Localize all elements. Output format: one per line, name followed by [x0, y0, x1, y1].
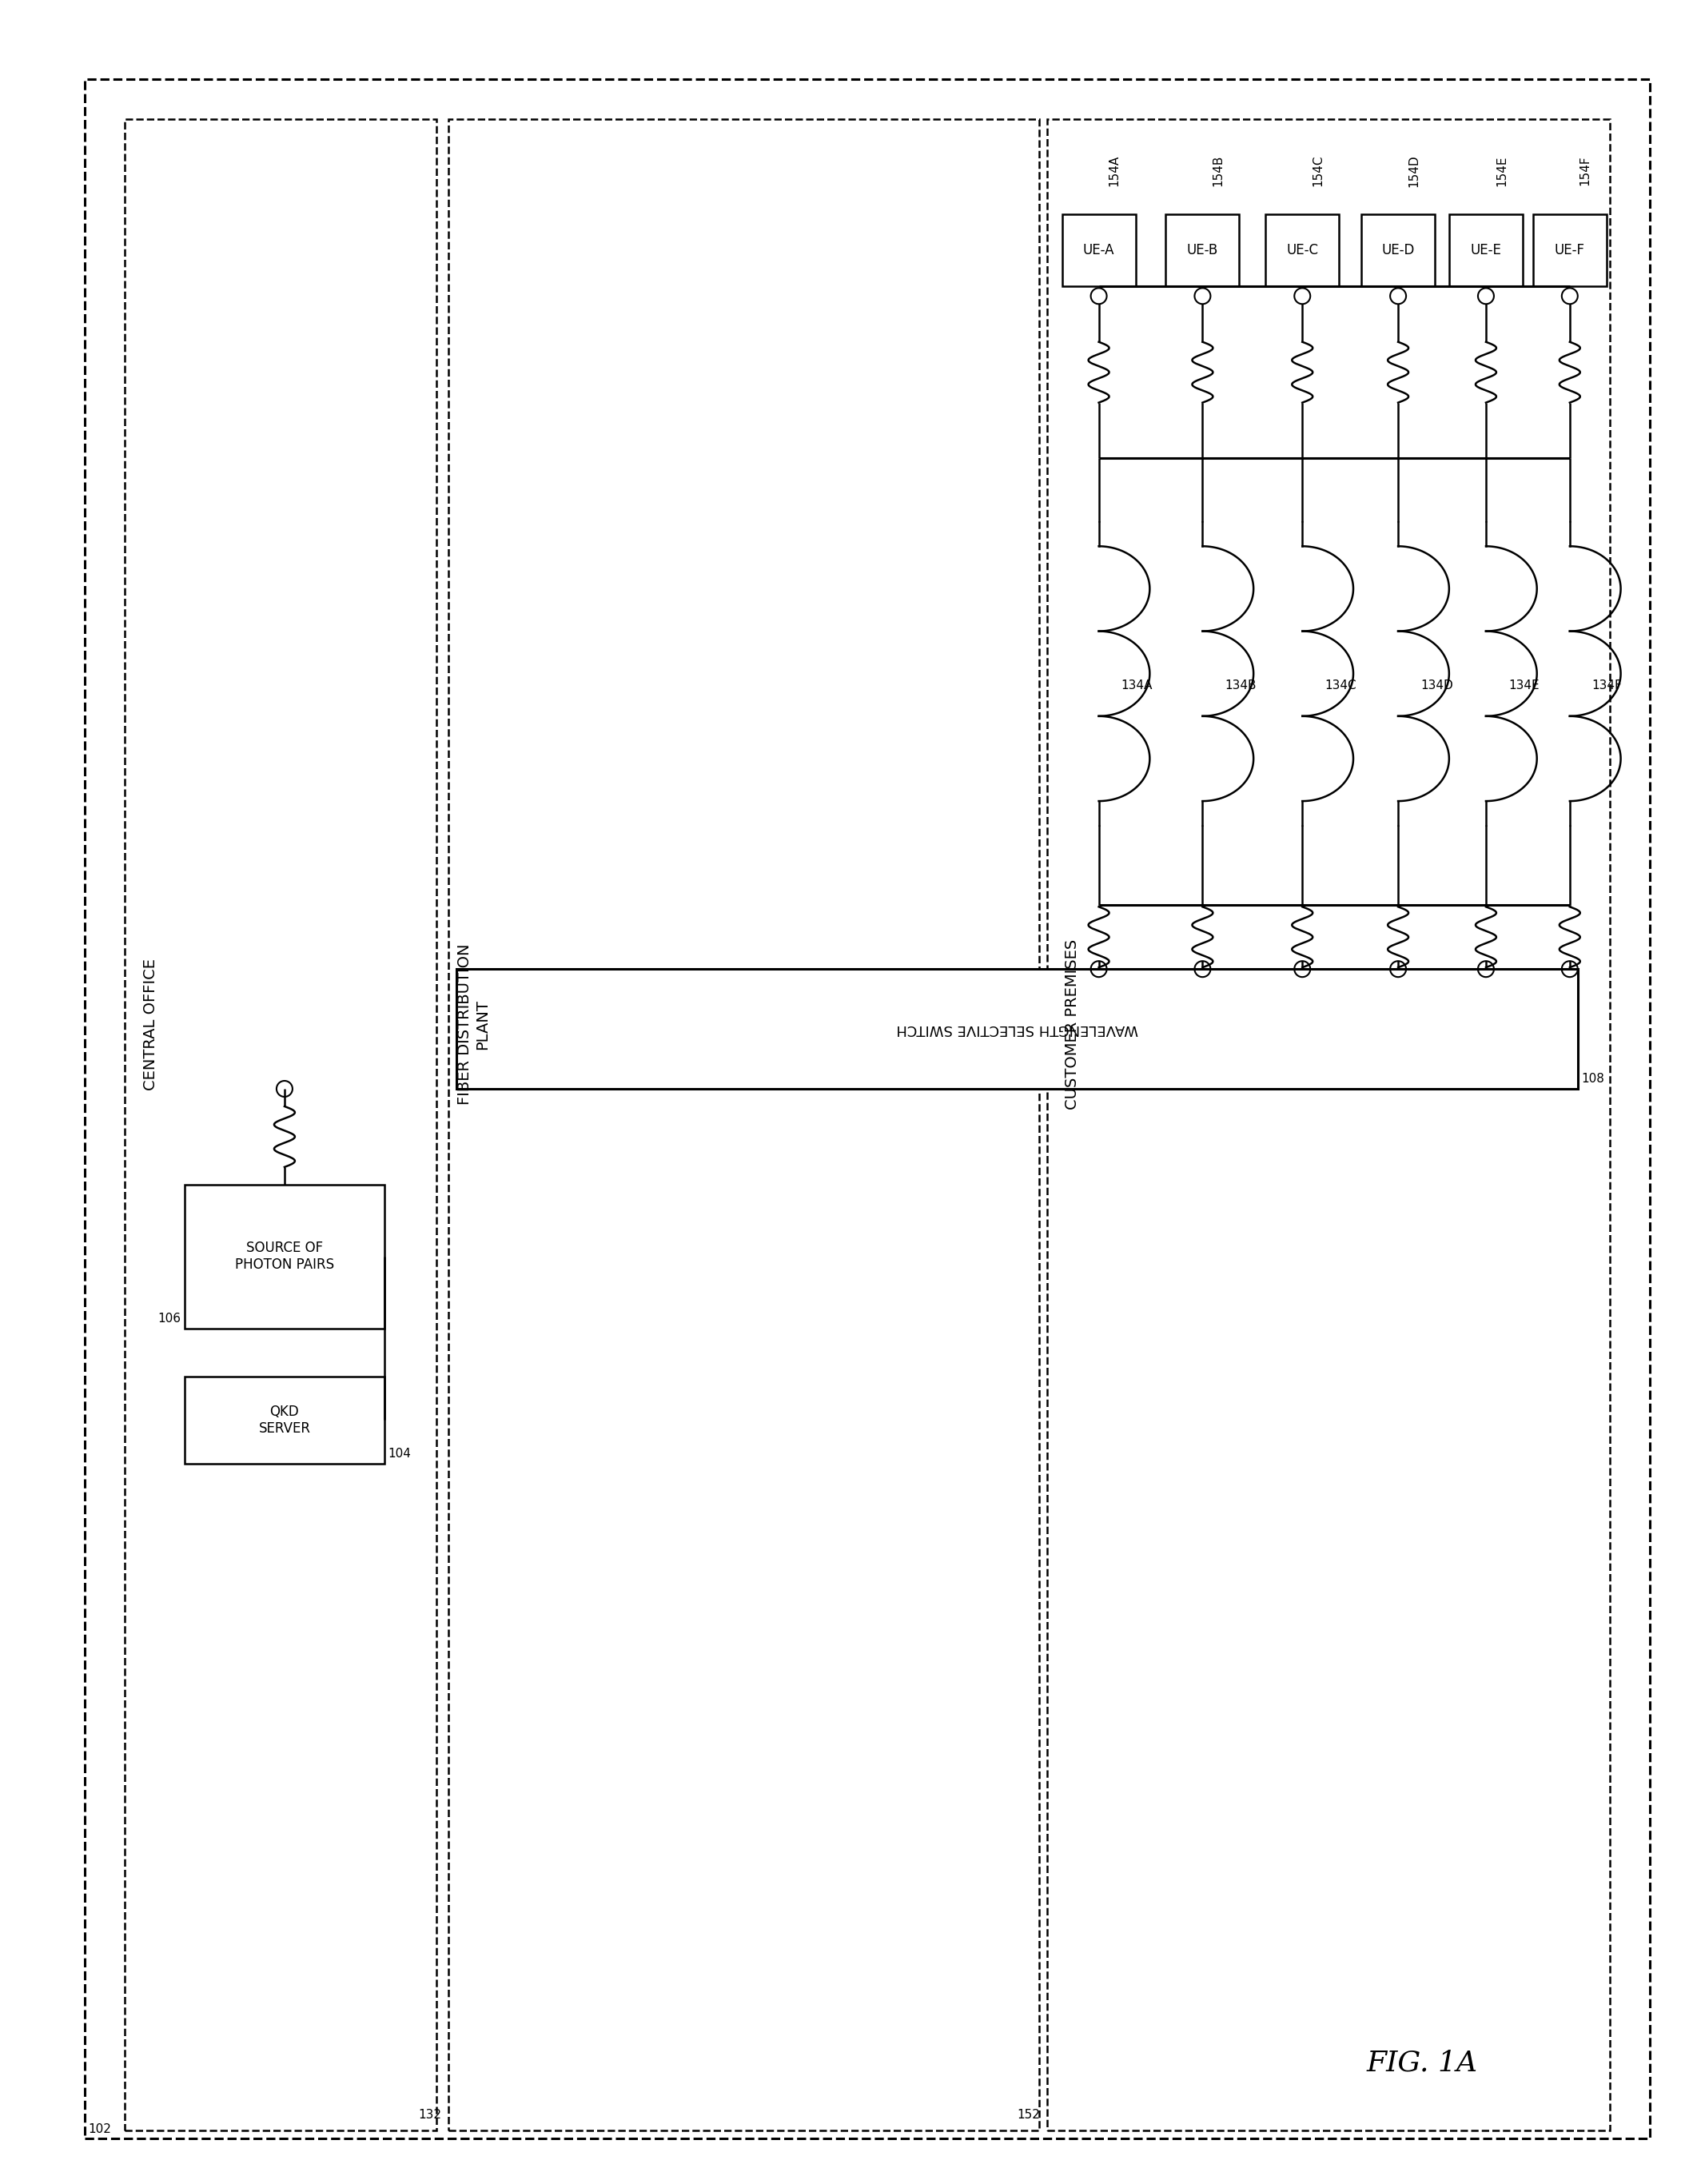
Text: QKD
SERVER: QKD SERVER: [259, 1404, 310, 1435]
Bar: [1062, 214, 1136, 286]
Text: 134E: 134E: [1508, 679, 1539, 692]
Text: 134F: 134F: [1591, 679, 1622, 692]
Text: UE-A: UE-A: [1084, 242, 1114, 258]
Text: 134A: 134A: [1121, 679, 1153, 692]
Text: FIBER DISTRIBUTION
PLANT: FIBER DISTRIBUTION PLANT: [457, 943, 489, 1105]
Bar: [1166, 214, 1239, 286]
Bar: [125, 118, 437, 2132]
Text: WAVELENGTH SELECTIVE SWITCH: WAVELENGTH SELECTIVE SWITCH: [896, 1022, 1138, 1035]
Text: 106: 106: [157, 1313, 181, 1324]
Text: 102: 102: [88, 2123, 112, 2136]
Text: 104: 104: [388, 1448, 411, 1461]
Bar: [1449, 214, 1522, 286]
Text: CUSTOMER PREMISES: CUSTOMER PREMISES: [1065, 939, 1080, 1109]
Text: UE-D: UE-D: [1381, 242, 1415, 258]
Text: 154F: 154F: [1580, 155, 1591, 186]
Bar: [185, 1376, 384, 1463]
Bar: [1266, 214, 1339, 286]
Text: 154C: 154C: [1312, 155, 1324, 186]
Bar: [185, 1184, 384, 1328]
Text: UE-E: UE-E: [1471, 242, 1502, 258]
Text: FIG. 1A: FIG. 1A: [1366, 2049, 1478, 2077]
Text: UE-B: UE-B: [1187, 242, 1219, 258]
Text: SOURCE OF
PHOTON PAIRS: SOURCE OF PHOTON PAIRS: [235, 1241, 334, 1271]
Text: 154D: 154D: [1407, 155, 1420, 188]
Bar: [1361, 214, 1436, 286]
Text: 134C: 134C: [1324, 679, 1356, 692]
Bar: [449, 118, 1040, 2132]
Bar: [455, 970, 1578, 1090]
Text: 152: 152: [1017, 2110, 1041, 2121]
Text: 108: 108: [1581, 1072, 1605, 1085]
Text: UE-C: UE-C: [1287, 242, 1319, 258]
Text: 154E: 154E: [1495, 155, 1507, 186]
Text: CENTRAL OFFICE: CENTRAL OFFICE: [142, 959, 157, 1090]
Text: UE-F: UE-F: [1554, 242, 1585, 258]
Text: 132: 132: [418, 2110, 442, 2121]
Text: 154A: 154A: [1109, 155, 1121, 186]
Bar: [1534, 214, 1607, 286]
Text: 134D: 134D: [1420, 679, 1453, 692]
Text: 134B: 134B: [1226, 679, 1256, 692]
Bar: [1046, 118, 1610, 2132]
Text: 154B: 154B: [1212, 155, 1224, 186]
